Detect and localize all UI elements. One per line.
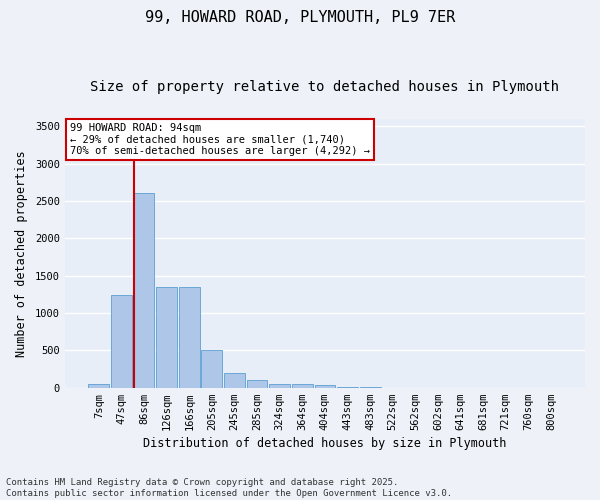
Text: 99, HOWARD ROAD, PLYMOUTH, PL9 7ER: 99, HOWARD ROAD, PLYMOUTH, PL9 7ER bbox=[145, 10, 455, 25]
Title: Size of property relative to detached houses in Plymouth: Size of property relative to detached ho… bbox=[91, 80, 559, 94]
Bar bbox=[269, 384, 290, 388]
Bar bbox=[224, 373, 245, 388]
Bar bbox=[156, 287, 177, 388]
Bar bbox=[111, 295, 132, 388]
Bar bbox=[88, 384, 109, 388]
Bar bbox=[179, 287, 200, 388]
Y-axis label: Number of detached properties: Number of detached properties bbox=[15, 150, 28, 356]
X-axis label: Distribution of detached houses by size in Plymouth: Distribution of detached houses by size … bbox=[143, 437, 506, 450]
Text: Contains HM Land Registry data © Crown copyright and database right 2025.
Contai: Contains HM Land Registry data © Crown c… bbox=[6, 478, 452, 498]
Bar bbox=[202, 350, 222, 388]
Bar bbox=[292, 384, 313, 388]
Text: 99 HOWARD ROAD: 94sqm
← 29% of detached houses are smaller (1,740)
70% of semi-d: 99 HOWARD ROAD: 94sqm ← 29% of detached … bbox=[70, 123, 370, 156]
Bar bbox=[314, 386, 335, 388]
Bar bbox=[247, 380, 268, 388]
Bar bbox=[134, 194, 154, 388]
